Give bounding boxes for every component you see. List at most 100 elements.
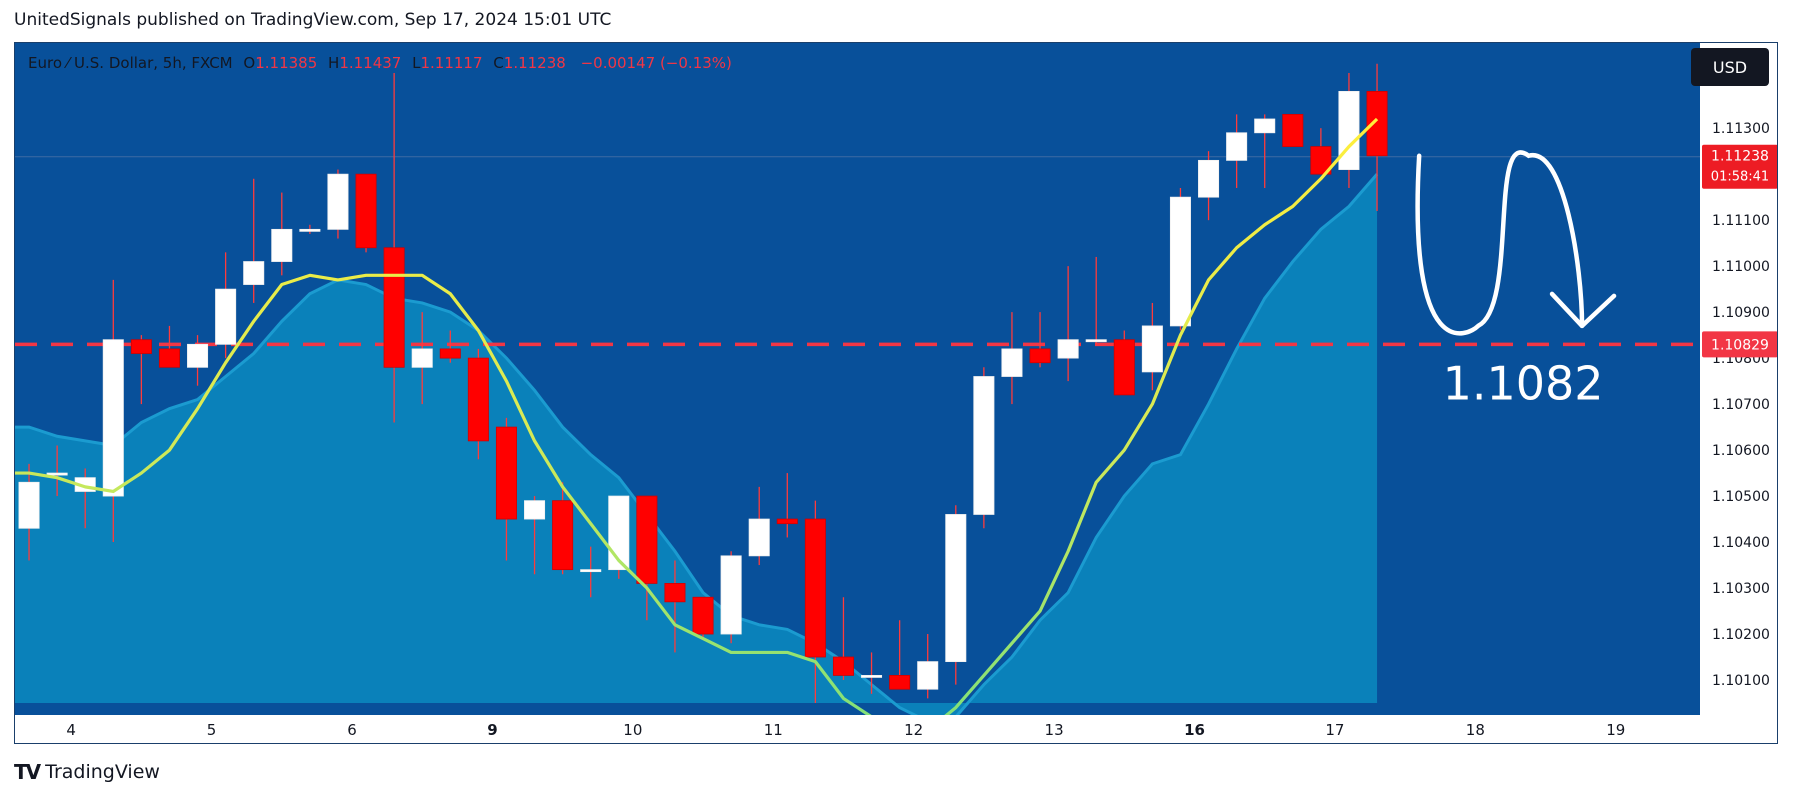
- candle-body: [1141, 325, 1163, 373]
- candle-body: [215, 288, 237, 345]
- target-label: 1.1082: [1443, 356, 1604, 410]
- candle-body: [18, 481, 40, 529]
- y-tick-label: 1.10500: [1712, 489, 1770, 505]
- projection-path: [1415, 150, 1585, 336]
- currency-button[interactable]: USD: [1691, 48, 1769, 86]
- symbol-legend: Euro ⁄ U.S. Dollar, 5h, FXCM O1.11385 H1…: [28, 54, 732, 72]
- chart-frame[interactable]: 1.1082 1.10100 1.10200 1.10300 1.10400 1.105…: [14, 42, 1778, 744]
- brand-name: TradingView: [45, 761, 160, 783]
- candle-body: [1226, 132, 1248, 161]
- footer-brand[interactable]: TV TradingView: [14, 760, 160, 784]
- candle-body: [1169, 196, 1191, 327]
- candle-body: [327, 173, 349, 230]
- low-value: 1.11117: [420, 54, 483, 72]
- tradingview-logo-icon: TV: [14, 760, 41, 784]
- slow-ma-line: [15, 173, 1379, 723]
- candle-body: [467, 357, 489, 442]
- candle-body: [383, 247, 405, 368]
- y-tick-label: 1.10400: [1712, 535, 1770, 551]
- candle-body: [243, 261, 265, 285]
- y-tick-label: 1.11300: [1712, 121, 1770, 137]
- y-tick-label: 1.10700: [1712, 397, 1770, 413]
- candle-body: [748, 518, 770, 557]
- candle-body: [1282, 113, 1304, 147]
- fast-ma-line: [15, 117, 1379, 733]
- x-tick-label: 13: [1045, 721, 1064, 739]
- x-tick-label: 11: [764, 721, 783, 739]
- candle-body: [102, 339, 124, 497]
- candle-body: [832, 656, 854, 676]
- y-tick-label: 1.10100: [1712, 673, 1770, 689]
- y-tick-label: 1.11000: [1712, 259, 1770, 275]
- candle-body: [1254, 118, 1276, 134]
- candle-body: [271, 228, 293, 262]
- x-tick-label: 4: [66, 721, 76, 739]
- candle-body: [917, 661, 939, 690]
- level-price-tag: [1702, 331, 1777, 358]
- x-tick-label: 12: [904, 721, 923, 739]
- time-axis: [15, 715, 1700, 743]
- slow-ma-area: [15, 174, 1378, 722]
- candle-body: [1198, 159, 1220, 198]
- candle-body: [1310, 146, 1332, 175]
- symbol-name[interactable]: Euro ⁄ U.S. Dollar, 5h, FXCM: [28, 54, 233, 72]
- candle-body: [524, 500, 546, 520]
- candle-body: [355, 173, 377, 249]
- countdown-value: 01:58:41: [1711, 170, 1769, 185]
- y-tick-label: 1.11100: [1712, 213, 1770, 229]
- high-value: 1.11437: [339, 54, 402, 72]
- published-header: UnitedSignals published on TradingView.c…: [14, 10, 612, 30]
- x-tick-label: 9: [487, 721, 497, 739]
- last-price-tag: [1702, 144, 1777, 189]
- x-tick-label: 17: [1325, 721, 1344, 739]
- candle-body: [1001, 348, 1023, 377]
- candle-body: [495, 426, 517, 520]
- candle-body: [776, 518, 798, 525]
- x-tick-label: 5: [207, 721, 217, 739]
- candle-body: [1338, 90, 1360, 170]
- y-tick-label: 1.10900: [1712, 305, 1770, 321]
- candle-body: [187, 343, 209, 368]
- candle-body: [299, 228, 321, 232]
- candle-body: [439, 348, 461, 359]
- candle-body: [664, 583, 686, 603]
- candle-body: [411, 348, 433, 368]
- open-value: 1.11385: [255, 54, 318, 72]
- candle-body: [1029, 348, 1051, 364]
- last-price-value: 1.11238: [1711, 149, 1769, 165]
- candle-body: [130, 339, 152, 354]
- candle-body: [889, 675, 911, 690]
- close-value: 1.11238: [503, 54, 566, 72]
- x-tick-label: 16: [1184, 721, 1205, 739]
- low-label: L: [412, 54, 421, 72]
- candle-body: [552, 500, 574, 571]
- y-tick-label: 1.10600: [1712, 443, 1770, 459]
- candle-body: [158, 348, 180, 368]
- x-tick-label: 10: [623, 721, 642, 739]
- x-tick-label: 6: [347, 721, 357, 739]
- x-tick-label: 19: [1606, 721, 1625, 739]
- candle-body: [945, 514, 967, 663]
- candle-body: [720, 555, 742, 635]
- price-chart[interactable]: 1.1082 1.10100 1.10200 1.10300 1.10400 1.105…: [15, 43, 1778, 744]
- candle-body: [1057, 339, 1079, 359]
- candle-body: [692, 596, 714, 635]
- candle-body: [636, 495, 658, 584]
- x-tick-label: 18: [1466, 721, 1485, 739]
- candle-body: [580, 569, 602, 573]
- projection-arrow-icon: [1549, 291, 1617, 329]
- level-price-value: 1.10829: [1711, 337, 1769, 353]
- open-label: O: [243, 54, 256, 72]
- high-label: H: [328, 54, 340, 72]
- change-value: −0.00147 (−0.13%): [580, 54, 732, 72]
- candle-body: [1366, 90, 1388, 157]
- candle-body: [1113, 339, 1135, 396]
- y-tick-label: 1.10200: [1712, 627, 1770, 643]
- close-label: C: [493, 54, 504, 72]
- candle-body: [804, 518, 826, 658]
- candle-body: [973, 376, 995, 515]
- candle-body: [861, 675, 883, 678]
- candle-body: [46, 472, 68, 476]
- y-tick-label: 1.10300: [1712, 581, 1770, 597]
- candle-body: [1085, 339, 1107, 343]
